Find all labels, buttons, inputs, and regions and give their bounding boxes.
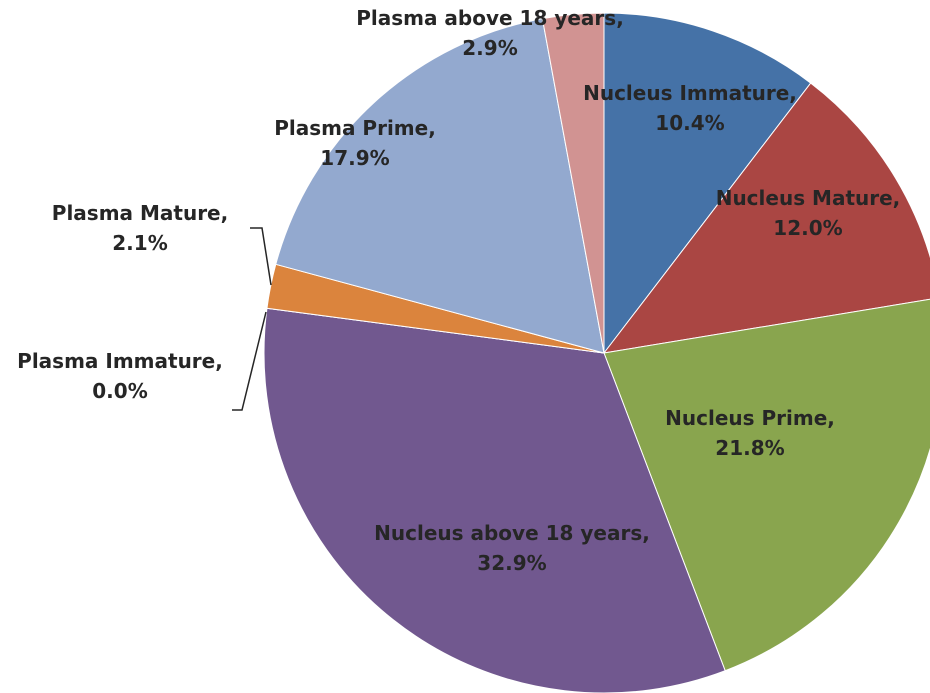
data-label: Nucleus Mature, 12.0% <box>716 186 901 240</box>
leader-line <box>250 227 272 286</box>
label-name: Plasma Immature, <box>17 349 223 373</box>
data-label: Plasma above 18 years, 2.9% <box>356 6 624 60</box>
data-label: Nucleus above 18 years, 32.9% <box>374 521 650 575</box>
label-value: 10.4% <box>655 111 724 135</box>
data-label: Plasma Mature, 2.1% <box>52 201 228 255</box>
data-label: Nucleus Immature, 10.4% <box>583 81 797 135</box>
pie-slice <box>603 12 812 355</box>
pie-slice <box>602 82 930 354</box>
label-value: 12.0% <box>773 216 842 240</box>
label-name: Plasma Prime, <box>274 116 436 140</box>
label-name: Nucleus Mature, <box>716 186 901 210</box>
pie-slice <box>263 307 726 693</box>
label-value: 2.9% <box>462 36 517 60</box>
pie-slice <box>541 12 605 354</box>
label-name: Nucleus Immature, <box>583 81 797 105</box>
label-value: 32.9% <box>477 551 546 575</box>
label-value: 21.8% <box>715 436 784 460</box>
label-name: Plasma above 18 years, <box>356 6 624 30</box>
label-value: 17.9% <box>320 146 389 170</box>
label-name: Nucleus Prime, <box>665 406 835 430</box>
label-value: 0.0% <box>92 379 147 403</box>
pie-slice <box>275 18 605 354</box>
data-label: Plasma Immature, 0.0% <box>17 349 223 403</box>
label-value: 2.1% <box>112 231 167 255</box>
pie-slice <box>603 298 930 672</box>
label-name: Plasma Mature, <box>52 201 228 225</box>
data-label: Nucleus Prime, 21.8% <box>665 406 835 460</box>
label-name: Nucleus above 18 years, <box>374 521 650 545</box>
data-label: Plasma Prime, 17.9% <box>274 116 436 170</box>
leader-line <box>232 311 267 411</box>
